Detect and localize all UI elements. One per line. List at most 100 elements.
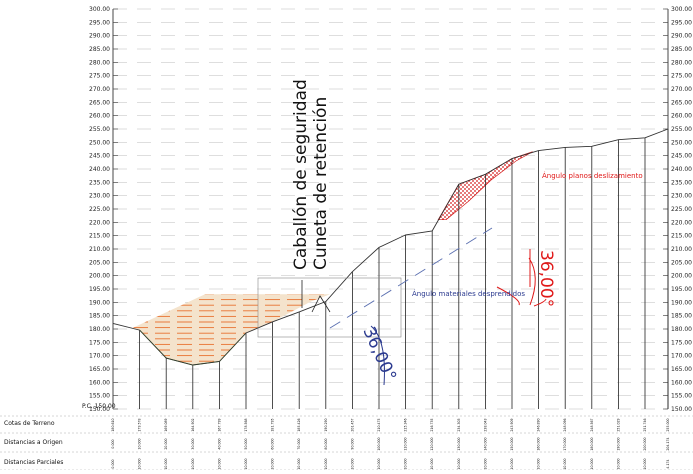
y-tick-label-right: 285.00	[671, 46, 692, 53]
angle-value-blue: 36,00°	[358, 324, 400, 384]
y-tick-label-right: 250.00	[671, 139, 692, 146]
angle-value-red: 36,00°	[536, 250, 556, 307]
y-tick-label-right: 235.00	[671, 179, 692, 186]
row-label-cotas: Cotas de Terreno	[4, 420, 55, 427]
blue-angle-arc	[370, 325, 385, 386]
bottom-value-cotas: 169.089	[164, 418, 168, 431]
bottom-value-origen: 80.000	[324, 438, 328, 449]
y-tick-label-left: 295.00	[89, 19, 110, 26]
bottom-value-parciales: 10.000	[643, 458, 647, 469]
y-tick-label-right: 185.00	[671, 313, 692, 320]
red-angle-arc-2	[533, 298, 547, 307]
y-tick-label-right: 215.00	[671, 233, 692, 240]
y-tick-label-left: 260.00	[89, 113, 110, 120]
bottom-value-parciales: 10.000	[430, 458, 434, 469]
bottom-value-origen: 170.000	[563, 437, 567, 450]
grid-lines	[112, 8, 669, 410]
y-tick-label-right: 230.00	[671, 193, 692, 200]
y-tick-label-left: 235.00	[89, 179, 110, 186]
pc-label: P.C. 150.00	[82, 403, 116, 410]
bottom-value-parciales: 10.000	[537, 458, 541, 469]
y-tick-label-left: 180.00	[89, 326, 110, 333]
y-tick-label-left: 215.00	[89, 233, 110, 240]
bottom-value-parciales: 10.000	[350, 458, 354, 469]
bottom-value-origen: 160.000	[537, 437, 541, 450]
y-tick-label-left: 245.00	[89, 153, 110, 160]
bottom-value-parciales: 4.174	[666, 459, 670, 468]
y-tick-label-left: 155.00	[89, 393, 110, 400]
detail-box	[257, 277, 402, 338]
y-tick-label-right: 245.00	[671, 153, 692, 160]
bottom-value-origen: 190.000	[616, 437, 620, 450]
y-tick-label-right: 155.00	[671, 393, 692, 400]
bottom-value-origen: 50.000	[244, 438, 248, 449]
bottom-value-origen: 120.000	[430, 437, 434, 450]
y-tick-label-left: 255.00	[89, 126, 110, 133]
bottom-value-origen: 180.000	[590, 437, 594, 450]
bottom-value-cotas: 185.426	[297, 418, 301, 431]
bottom-row-values: 180.610 179.578 169.089 164.902 167.799 178.5…	[111, 418, 670, 469]
y-tick-label-left: 200.00	[89, 273, 110, 280]
y-tick-label-right: 280.00	[671, 59, 692, 66]
bottom-value-parciales: 10.000	[457, 458, 461, 469]
y-tick-label-left: 165.00	[89, 366, 110, 373]
y-tick-label-left: 280.00	[89, 59, 110, 66]
bottom-value-cotas: 164.902	[191, 418, 195, 431]
bottom-value-parciales: 10.000	[217, 458, 221, 469]
y-tick-label-right: 160.00	[671, 379, 692, 386]
y-tick-label-right: 260.00	[671, 113, 692, 120]
y-tick-label-right: 200.00	[671, 273, 692, 280]
bottom-value-parciales: 10.000	[510, 458, 514, 469]
y-tick-label-right: 190.00	[671, 299, 692, 306]
bottom-value-origen: 100.000	[377, 437, 381, 450]
row-label-parciales: Distancias Parciales	[4, 459, 63, 466]
bottom-value-origen: 130.000	[457, 437, 461, 450]
bottom-value-parciales: 10.000	[483, 458, 487, 469]
y-axis-left-labels: 300.00 295.00 290.00 285.00 280.00 275.00 270.…	[89, 6, 110, 413]
bottom-value-origen: 110.000	[404, 437, 408, 450]
y-tick-label-left: 160.00	[89, 379, 110, 386]
y-tick-label-right: 180.00	[671, 326, 692, 333]
y-tick-label-left: 170.00	[89, 353, 110, 360]
bottom-value-cotas: 248.567	[590, 418, 594, 431]
station-verticals	[139, 129, 669, 409]
y-tick-label-left: 195.00	[89, 286, 110, 293]
y-tick-label-right: 240.00	[671, 166, 692, 173]
bottom-value-parciales: 0.000	[111, 459, 115, 468]
y-tick-label-right: 175.00	[671, 339, 692, 346]
y-tick-label-right: 165.00	[671, 366, 692, 373]
y-tick-label-right: 275.00	[671, 73, 692, 80]
y-tick-label-left: 275.00	[89, 73, 110, 80]
bottom-value-cotas: 246.890	[537, 418, 541, 431]
bottom-value-origen: 204.174	[666, 437, 670, 450]
y-tick-label-left: 175.00	[89, 339, 110, 346]
bottom-value-parciales: 10.000	[164, 458, 168, 469]
y-tick-label-right: 255.00	[671, 126, 692, 133]
y-tick-label-right: 295.00	[671, 19, 692, 26]
y-tick-label-right: 210.00	[671, 246, 692, 253]
bottom-value-cotas: 215.346	[404, 418, 408, 431]
blue-dashed-line	[329, 227, 493, 329]
bottom-value-origen: 70.000	[297, 438, 301, 449]
y-tick-label-left: 210.00	[89, 246, 110, 253]
angle-caption-blue: Ángulo materiales desprendidos	[412, 289, 525, 298]
y-tick-label-right: 150.00	[671, 406, 692, 413]
y-tick-label-left: 290.00	[89, 33, 110, 40]
y-tick-label-left: 240.00	[89, 166, 110, 173]
y-tick-label-right: 170.00	[671, 353, 692, 360]
bottom-value-parciales: 10.000	[244, 458, 248, 469]
bottom-value-origen: 90.000	[350, 438, 354, 449]
bottom-value-parciales: 10.000	[590, 458, 594, 469]
bottom-value-origen: 10.000	[138, 438, 142, 449]
bottom-value-parciales: 10.000	[191, 458, 195, 469]
y-tick-label-left: 205.00	[89, 259, 110, 266]
bottom-value-cotas: 234.303	[457, 418, 461, 431]
y-tick-label-right: 205.00	[671, 259, 692, 266]
caballon-text: Caballón de seguridad	[291, 79, 311, 270]
y-tick-label-right: 195.00	[671, 286, 692, 293]
bottom-value-cotas: 180.610	[111, 418, 115, 431]
bottom-value-parciales: 10.000	[271, 458, 275, 469]
bottom-value-cotas: 210.475	[377, 418, 381, 431]
